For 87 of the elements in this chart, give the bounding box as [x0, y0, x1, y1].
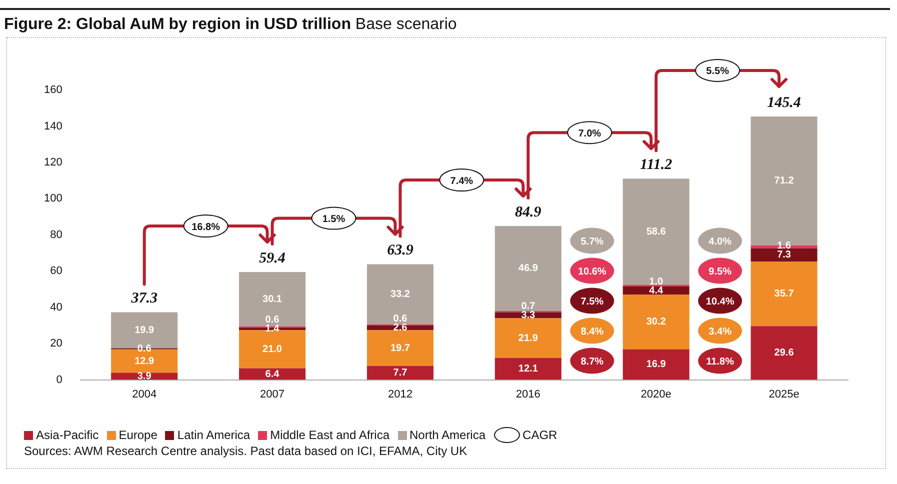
data-label: 0.6 [265, 314, 280, 326]
data-label: 1.4 [265, 324, 280, 335]
x-tick-label: 2020e [640, 388, 672, 400]
y-tick-label: 120 [44, 156, 62, 168]
annotation: 10.4% [706, 296, 734, 308]
bar [622, 349, 690, 380]
data-label: 21.9 [518, 332, 538, 344]
total-label: 145.4 [767, 94, 802, 111]
data-label: 6.4 [265, 368, 280, 380]
annotation: 8.7% [580, 356, 604, 368]
annotation: 3.4% [708, 326, 732, 338]
data-label: 35.7 [774, 288, 794, 300]
data-label: 58.6 [646, 226, 666, 238]
bar [622, 294, 690, 350]
bar [366, 264, 434, 324]
legend-label: Europe [118, 428, 158, 442]
annotation: 4.0% [708, 236, 732, 248]
data-label: 7.7 [393, 368, 408, 379]
y-tick-label: 60 [50, 265, 62, 278]
data-label: 12.1 [518, 364, 538, 375]
y-tick-label: 140 [44, 120, 62, 132]
annotation: 9.5% [708, 266, 732, 278]
data-label: 19.7 [390, 342, 410, 354]
bar [622, 178, 690, 285]
legend-label: Middle East and Africa [270, 428, 390, 442]
x-tick-label: 2016 [516, 388, 540, 400]
x-tick-label: 2025e [768, 388, 800, 400]
total-label: 37.3 [130, 290, 158, 307]
bar [494, 226, 562, 311]
y-tick-label: 0 [56, 374, 62, 386]
data-label: 29.6 [774, 348, 794, 359]
data-label: 3.3 [521, 310, 536, 321]
bar [239, 368, 306, 380]
y-tick-label: 160 [44, 84, 62, 96]
y-tick-label: 80 [50, 228, 62, 241]
annotation: 8.4% [580, 326, 604, 338]
annotation: 7.5% [580, 296, 604, 308]
text: CAGR [522, 428, 558, 442]
data-label: 0.6 [393, 314, 408, 325]
annotation: 1.5% [322, 214, 346, 225]
bar [622, 286, 690, 294]
bar [366, 330, 434, 366]
data-label: 0.7 [521, 300, 536, 312]
chart-subtitle: Base scenario [354, 16, 457, 33]
bar [366, 366, 434, 380]
bar [750, 326, 818, 380]
data-label: 33.2 [390, 289, 410, 300]
y-tick-label: 20 [50, 338, 62, 350]
data-label: 16.9 [646, 359, 666, 370]
annotation: 7.0% [578, 128, 602, 140]
chart-title: Figure 2: Global AuM by region in USD trillion [4, 16, 351, 33]
total-label: 84.9 [515, 204, 542, 220]
annotation: 7.4% [450, 176, 474, 187]
x-tick-label: 2012 [388, 388, 412, 400]
legend-label: North America [410, 428, 486, 442]
bar [750, 262, 818, 326]
data-label: 3.9 [137, 371, 152, 382]
y-tick-label: 100 [44, 192, 62, 205]
data-label: 21.0 [262, 344, 282, 355]
data-label: 4.4 [649, 285, 664, 296]
legend-label: Asia-Pacific [36, 428, 99, 442]
data-label: 12.9 [134, 356, 154, 367]
annotation: 16.8% [192, 222, 220, 233]
total-label: 59.4 [259, 250, 286, 266]
y-tick-label: 40 [50, 301, 62, 314]
text: 5.5% [706, 66, 730, 78]
data-label: 19.9 [134, 325, 154, 336]
source-note: Sources: AWM Research Centre analysis. Past data based on ICI, EFAMA, City UK [24, 444, 468, 458]
data-label: 7.3 [777, 250, 792, 261]
x-tick-label: 2007 [260, 388, 285, 400]
data-label: 30.2 [646, 316, 666, 328]
total-label: 111.2 [640, 156, 673, 173]
x-tick-label: 2004 [132, 388, 157, 400]
bar [494, 358, 562, 380]
data-label: 30.1 [262, 294, 282, 306]
bar [494, 318, 562, 358]
legend-label: Latin America [177, 428, 250, 442]
total-label: 63.9 [387, 242, 414, 259]
data-label: 71.2 [774, 176, 794, 187]
annotation: 11.8% [706, 356, 734, 368]
bar [750, 248, 818, 262]
bar [239, 330, 306, 368]
annotation: 10.6% [578, 266, 606, 278]
data-label: 1.6 [777, 240, 792, 252]
data-label: 1.0 [649, 276, 664, 288]
data-label: 46.9 [518, 263, 538, 274]
annotation: 5.7% [580, 236, 604, 248]
